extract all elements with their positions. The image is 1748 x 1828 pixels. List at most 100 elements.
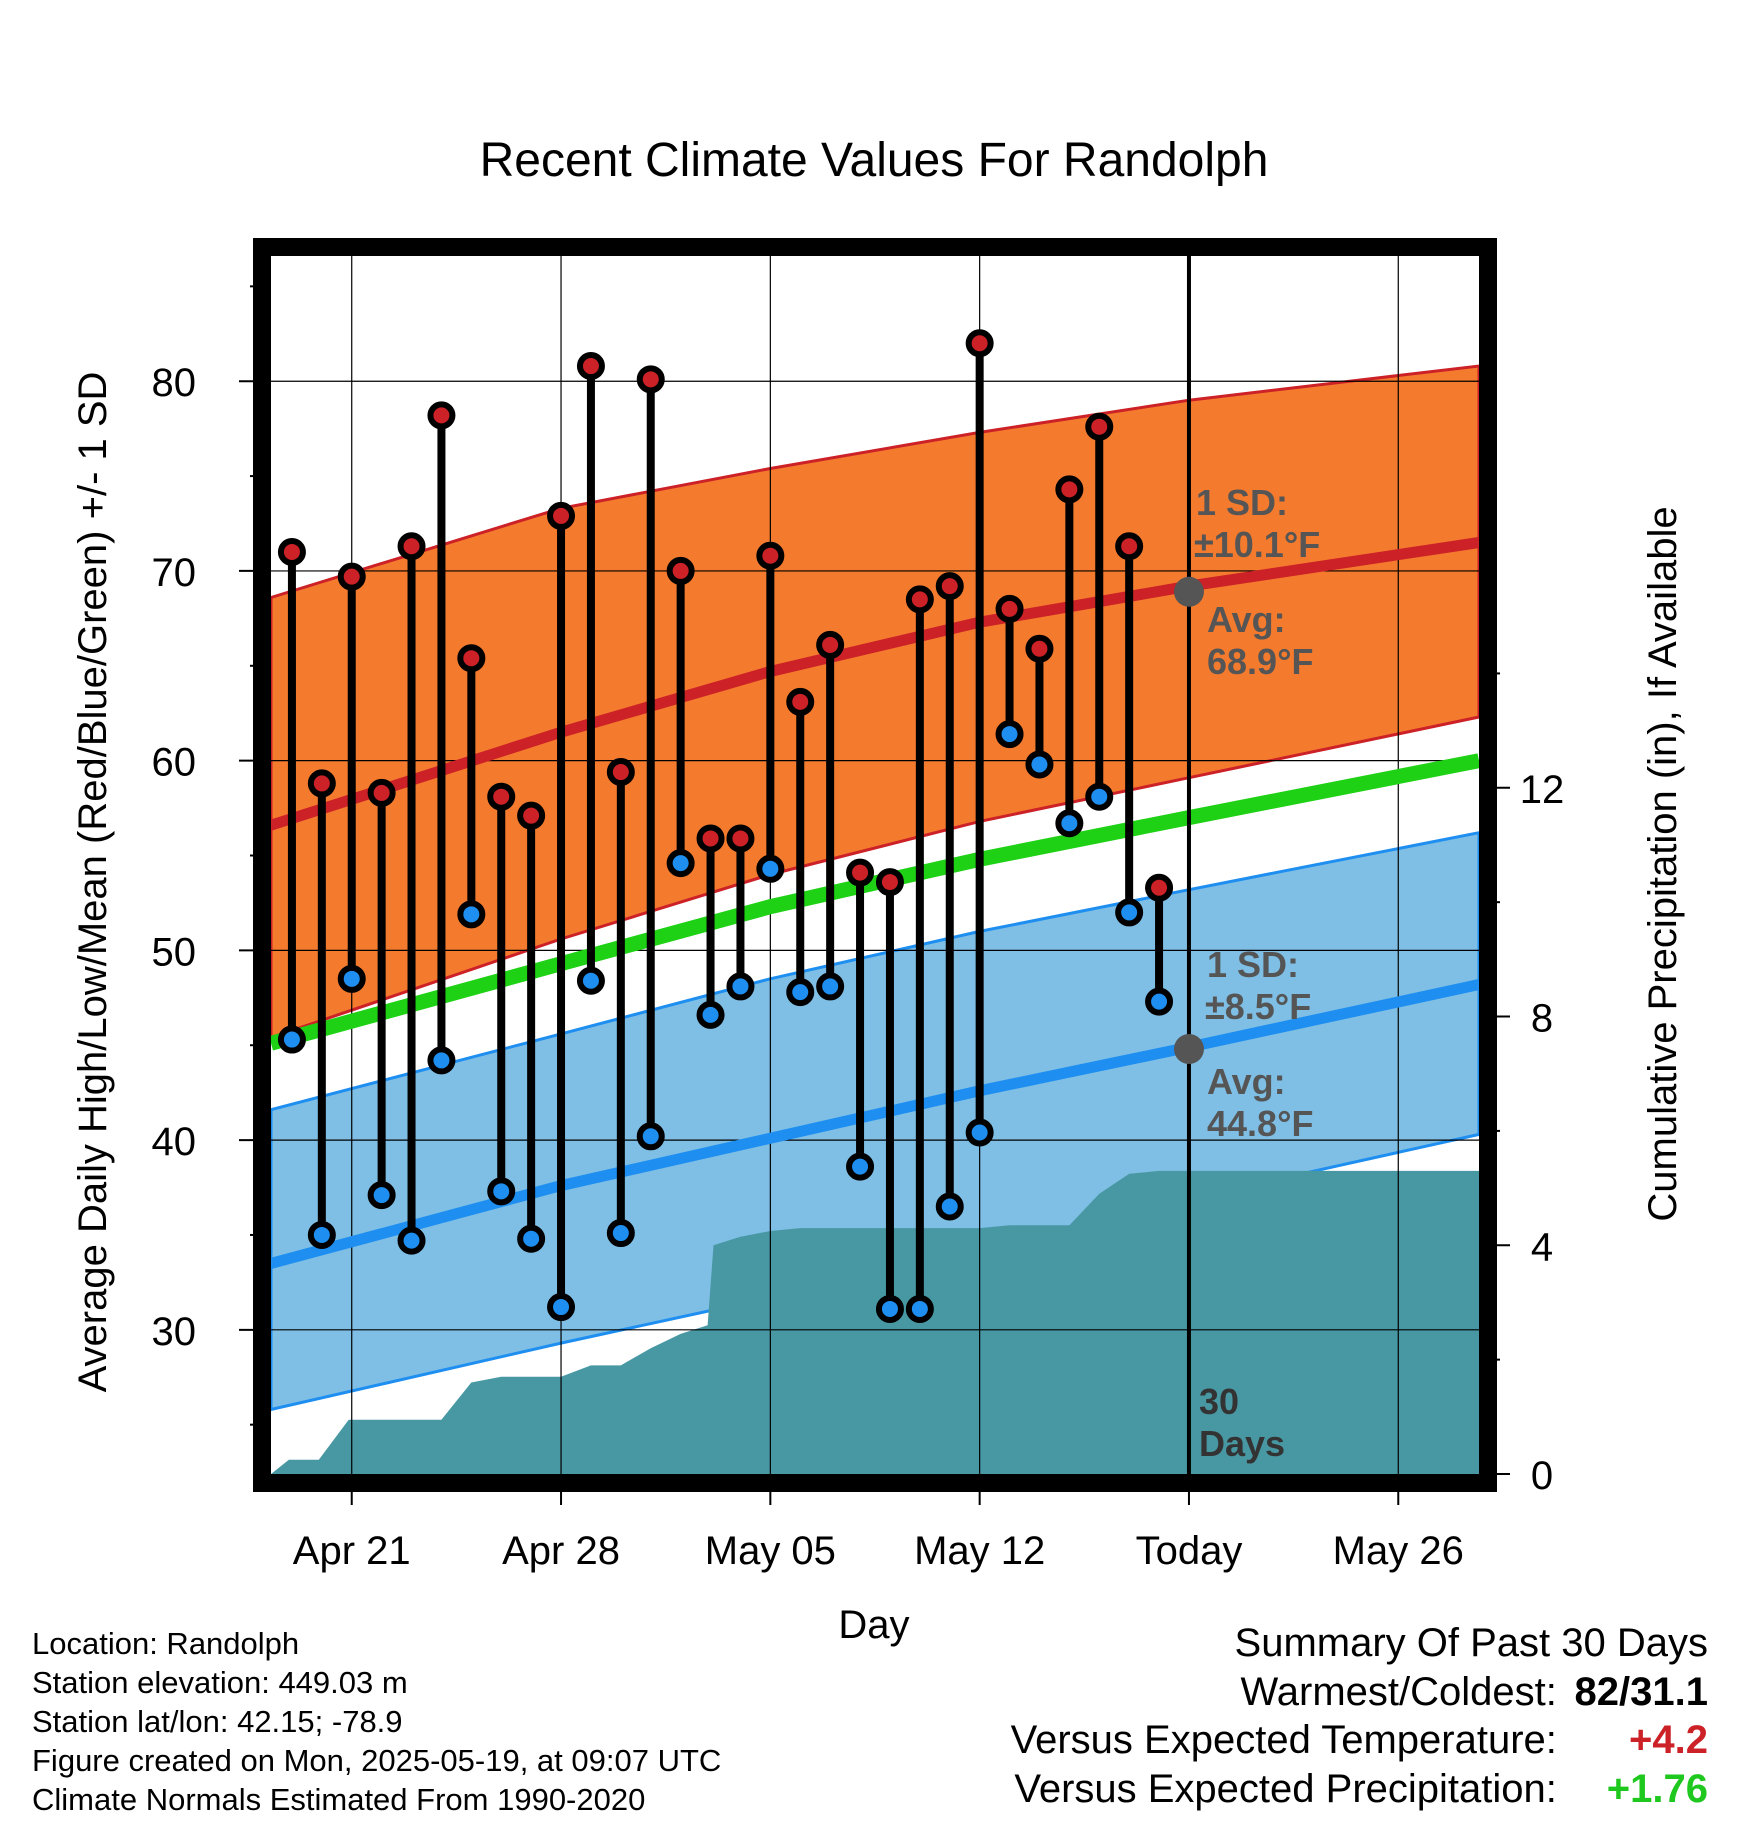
- daily-low-point: [1085, 782, 1114, 811]
- warmest-coldest-value: 82/31.1: [1574, 1670, 1708, 1714]
- daily-high-point: [1115, 532, 1144, 561]
- daily-low-point: [427, 1046, 456, 1075]
- daily-high-point: [517, 801, 546, 830]
- low-avg-label: Avg:: [1207, 1061, 1286, 1102]
- daily-low-point: [696, 1000, 725, 1029]
- y2-tick-label: 4: [1531, 1225, 1553, 1269]
- daily-high-point: [547, 501, 576, 530]
- low-sd-value: ±8.5°F: [1205, 986, 1311, 1027]
- plot-area: [269, 256, 1481, 1474]
- daily-high-point: [666, 556, 695, 585]
- y2-tick-label: 12: [1520, 768, 1565, 812]
- x-tick-label: May 05: [705, 1529, 836, 1573]
- location-text: Location: Randolph: [32, 1626, 300, 1661]
- daily-high-point: [846, 858, 875, 887]
- plot-frame: [253, 238, 1497, 1492]
- high-avg-value: 68.9°F: [1207, 641, 1313, 682]
- chart-title: Recent Climate Values For Randolph: [480, 134, 1269, 187]
- daily-high-point: [875, 868, 904, 897]
- daily-high-point: [427, 401, 456, 430]
- low-sd-label: 1 SD:: [1207, 944, 1299, 985]
- daily-low-point: [1025, 750, 1054, 779]
- warmest-coldest-label: Warmest/Coldest:: [1240, 1670, 1557, 1714]
- precipitation-area-fill: [271, 1170, 1479, 1474]
- y2-tick-label: 8: [1531, 997, 1553, 1041]
- daily-high-point: [1025, 634, 1054, 663]
- temperature-departure-value: +4.2: [1629, 1718, 1708, 1762]
- daily-high-point: [726, 824, 755, 853]
- x-tick-label: May 12: [914, 1529, 1045, 1573]
- daily-low-point: [277, 1025, 306, 1054]
- high-normal-line: [269, 537, 1480, 831]
- daily-low-point: [517, 1224, 546, 1253]
- daily-high-point: [307, 769, 336, 798]
- daily-high-point: [816, 630, 845, 659]
- daily-low-point: [726, 972, 755, 1001]
- daily-high-point: [995, 594, 1024, 623]
- daily-low-point: [576, 966, 605, 995]
- latlon-text: Station lat/lon: 42.15; -78.9: [32, 1704, 403, 1739]
- daily-high-point: [786, 687, 815, 716]
- daily-high-point: [457, 644, 486, 673]
- daily-low-point: [307, 1220, 336, 1249]
- daily-low-point: [457, 900, 486, 929]
- summary-title: Summary Of Past 30 Days: [1234, 1621, 1708, 1665]
- daily-low-point: [905, 1294, 934, 1323]
- daily-high-point: [367, 778, 396, 807]
- summary-warmest-coldest: Warmest/Coldest: 82/31.1: [1241, 1670, 1709, 1715]
- y-tick-label: 70: [152, 551, 197, 595]
- daily-high-point: [905, 585, 934, 614]
- daily-low-point: [547, 1293, 576, 1322]
- summary-precipitation: Versus Expected Precipitation: +1.76: [1014, 1767, 1708, 1812]
- daily-high-point: [1055, 475, 1084, 504]
- daily-high-point: [1085, 412, 1114, 441]
- left-axis: 30 40 50 60 70 80: [152, 285, 262, 1426]
- daily-low-point: [816, 972, 845, 1001]
- annotations: 1 SD: ±10.1°F Avg: 68.9°F 1 SD: ±8.5°F A…: [1194, 482, 1320, 1464]
- daily-high-point: [1145, 873, 1174, 902]
- daily-high-point: [487, 782, 516, 811]
- average-markers: [1173, 576, 1204, 1065]
- low-average-marker: [1173, 1034, 1204, 1065]
- daily-low-point: [367, 1181, 396, 1210]
- station-info: Location: Randolph Station elevation: 44…: [32, 1624, 721, 1819]
- x-tick-label: Apr 28: [502, 1529, 620, 1573]
- daily-high-point: [636, 365, 665, 394]
- precipitation-departure-value: +1.76: [1606, 1767, 1708, 1811]
- created-text: Figure created on Mon, 2025-05-19, at 09…: [32, 1743, 722, 1778]
- x-axis-label: Day: [838, 1603, 909, 1647]
- daily-low-point: [786, 978, 815, 1007]
- x-tick-label: Apr 21: [293, 1529, 411, 1573]
- high-avg-label: Avg:: [1207, 599, 1286, 640]
- today-days-number: 30: [1199, 1381, 1239, 1422]
- elevation-text: Station elevation: 449.03 m: [32, 1665, 408, 1700]
- daily-observations: [277, 329, 1174, 1323]
- y2-axis-label: Cumulative Precipitation (in), If Availa…: [1641, 506, 1685, 1221]
- y-tick-label: 50: [152, 930, 197, 974]
- y-tick-label: 40: [152, 1120, 197, 1164]
- daily-high-point: [576, 352, 605, 381]
- daily-high-point: [606, 758, 635, 787]
- y-tick-label: 60: [152, 741, 197, 785]
- y-axis-label: Average Daily High/Low/Mean (Red/Blue/Gr…: [71, 372, 115, 1393]
- bottom-axis: Apr 21 Apr 28 May 05 May 12 Today May 26: [293, 1483, 1464, 1573]
- temperature-departure-label: Versus Expected Temperature:: [1010, 1718, 1557, 1762]
- daily-low-point: [337, 964, 366, 993]
- daily-high-point: [935, 572, 964, 601]
- daily-high-point: [965, 329, 994, 358]
- daily-low-point: [756, 854, 785, 883]
- daily-low-point: [606, 1219, 635, 1248]
- daily-high-point: [696, 824, 725, 853]
- daily-low-point: [397, 1226, 426, 1255]
- high-sd-value: ±10.1°F: [1194, 524, 1320, 565]
- daily-low-point: [487, 1177, 516, 1206]
- daily-low-point: [965, 1118, 994, 1147]
- daily-low-point: [1115, 898, 1144, 927]
- high-sd-label: 1 SD:: [1196, 482, 1288, 523]
- x-tick-label: May 26: [1333, 1529, 1464, 1573]
- daily-low-point: [995, 720, 1024, 749]
- daily-high-point: [337, 562, 366, 591]
- y2-tick-label: 0: [1531, 1454, 1553, 1498]
- y-tick-label: 30: [152, 1310, 197, 1354]
- daily-low-point: [1145, 987, 1174, 1016]
